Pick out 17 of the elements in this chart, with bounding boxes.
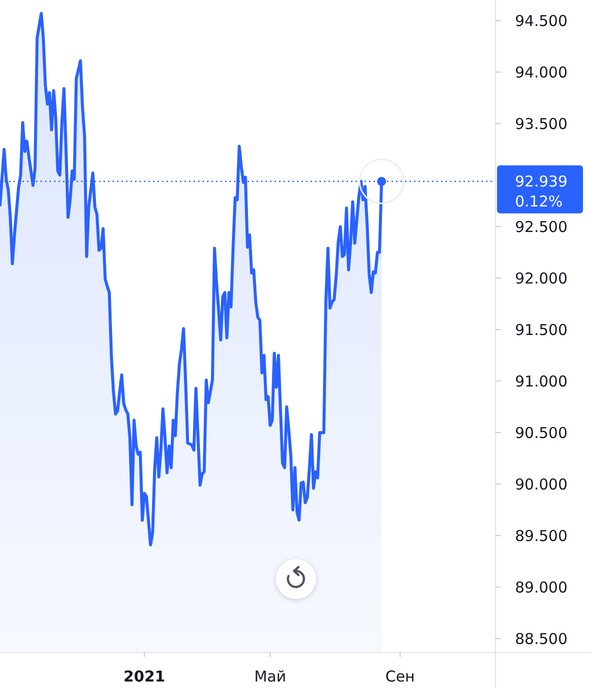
x-tick-label: Май xyxy=(254,667,286,686)
y-tick-label: 91.500 xyxy=(515,320,568,339)
text: 0.12% xyxy=(515,192,563,211)
y-tick-label: 92.500 xyxy=(515,218,568,236)
y-tick-label: 91.000 xyxy=(515,372,568,390)
y-tick-label: 93.500 xyxy=(515,114,568,133)
x-tick-label: Сен xyxy=(385,667,415,686)
y-tick-label: 89.500 xyxy=(515,526,568,545)
y-tick-label: 94.500 xyxy=(515,12,568,30)
y-tick-label: 88.500 xyxy=(515,630,568,648)
y-tick-label: 90.500 xyxy=(515,424,568,442)
y-tick-label: 90.000 xyxy=(515,475,568,494)
y-tick-label: 89.000 xyxy=(515,578,568,596)
y-tick-label: 92.000 xyxy=(515,269,568,288)
y-tick-label: 94.000 xyxy=(515,63,568,82)
x-tick-label: 2021 xyxy=(124,667,166,686)
ref-line-label: 92.939 xyxy=(515,172,568,191)
